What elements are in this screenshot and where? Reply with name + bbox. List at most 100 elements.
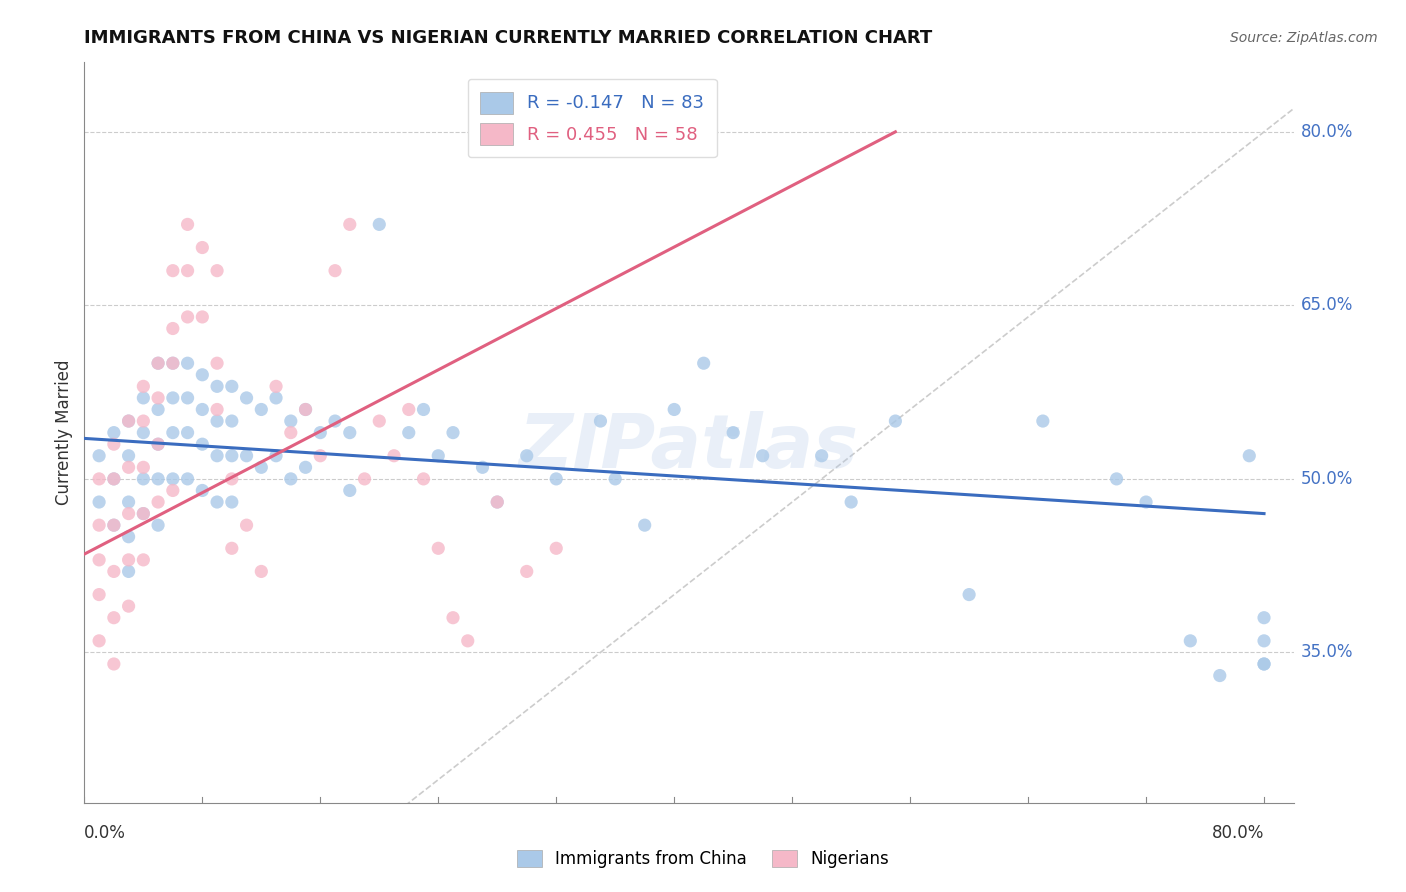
Point	[132, 425, 155, 440]
Point	[191, 240, 214, 255]
Point	[103, 437, 125, 451]
Point	[1253, 657, 1275, 671]
Point	[103, 518, 125, 533]
Point	[412, 472, 434, 486]
Point	[205, 402, 228, 417]
Point	[103, 518, 125, 533]
Point	[221, 495, 243, 509]
Point	[191, 437, 214, 451]
Point	[309, 449, 332, 463]
Point	[546, 541, 568, 556]
Point	[87, 495, 110, 509]
Point	[87, 553, 110, 567]
Point	[957, 588, 980, 602]
Point	[191, 483, 214, 498]
Point	[103, 565, 125, 579]
Point	[486, 495, 509, 509]
Point	[117, 414, 139, 428]
Point	[146, 356, 169, 370]
Point	[132, 460, 155, 475]
Point	[280, 425, 302, 440]
Point	[87, 518, 110, 533]
Point	[221, 414, 243, 428]
Point	[382, 449, 405, 463]
Point	[205, 414, 228, 428]
Point	[427, 541, 450, 556]
Text: 35.0%: 35.0%	[1301, 643, 1354, 661]
Y-axis label: Currently Married: Currently Married	[55, 359, 73, 506]
Point	[117, 599, 139, 614]
Point	[191, 368, 214, 382]
Text: 80.0%: 80.0%	[1301, 123, 1353, 141]
Point	[162, 483, 184, 498]
Point	[471, 460, 494, 475]
Point	[87, 633, 110, 648]
Point	[146, 402, 169, 417]
Point	[87, 472, 110, 486]
Point	[162, 263, 184, 277]
Point	[103, 657, 125, 671]
Text: 50.0%: 50.0%	[1301, 470, 1353, 488]
Point	[117, 495, 139, 509]
Point	[146, 437, 169, 451]
Point	[132, 553, 155, 567]
Point	[884, 414, 907, 428]
Point	[205, 263, 228, 277]
Point	[264, 379, 287, 393]
Point	[1105, 472, 1128, 486]
Point	[103, 610, 125, 624]
Point	[146, 356, 169, 370]
Point	[132, 507, 155, 521]
Point	[132, 414, 155, 428]
Point	[427, 449, 450, 463]
Point	[235, 391, 257, 405]
Point	[839, 495, 862, 509]
Point	[146, 518, 169, 533]
Point	[398, 402, 420, 417]
Point	[117, 507, 139, 521]
Point	[87, 588, 110, 602]
Text: IMMIGRANTS FROM CHINA VS NIGERIAN CURRENTLY MARRIED CORRELATION CHART: IMMIGRANTS FROM CHINA VS NIGERIAN CURREN…	[84, 29, 932, 47]
Point	[368, 414, 391, 428]
Point	[176, 310, 198, 324]
Point	[810, 449, 832, 463]
Point	[339, 425, 361, 440]
Point	[398, 425, 420, 440]
Point	[205, 356, 228, 370]
Point	[162, 472, 184, 486]
Point	[264, 449, 287, 463]
Point	[323, 414, 346, 428]
Point	[162, 321, 184, 335]
Point	[309, 425, 332, 440]
Point	[205, 495, 228, 509]
Legend: Immigrants from China, Nigerians: Immigrants from China, Nigerians	[510, 843, 896, 875]
Point	[264, 391, 287, 405]
Point	[323, 263, 346, 277]
Point	[1135, 495, 1157, 509]
Point	[353, 472, 375, 486]
Point	[441, 610, 464, 624]
Point	[516, 449, 538, 463]
Point	[132, 507, 155, 521]
Point	[132, 472, 155, 486]
Point	[103, 425, 125, 440]
Text: Source: ZipAtlas.com: Source: ZipAtlas.com	[1230, 31, 1378, 45]
Point	[117, 460, 139, 475]
Point	[250, 460, 273, 475]
Point	[1253, 610, 1275, 624]
Point	[191, 310, 214, 324]
Point	[664, 402, 686, 417]
Point	[117, 565, 139, 579]
Point	[176, 472, 198, 486]
Point	[162, 356, 184, 370]
Text: 65.0%: 65.0%	[1301, 296, 1353, 314]
Point	[221, 449, 243, 463]
Legend: R = -0.147   N = 83, R = 0.455   N = 58: R = -0.147 N = 83, R = 0.455 N = 58	[468, 78, 717, 157]
Point	[294, 402, 316, 417]
Point	[132, 391, 155, 405]
Point	[721, 425, 744, 440]
Point	[546, 472, 568, 486]
Point	[162, 425, 184, 440]
Point	[1239, 449, 1261, 463]
Point	[280, 414, 302, 428]
